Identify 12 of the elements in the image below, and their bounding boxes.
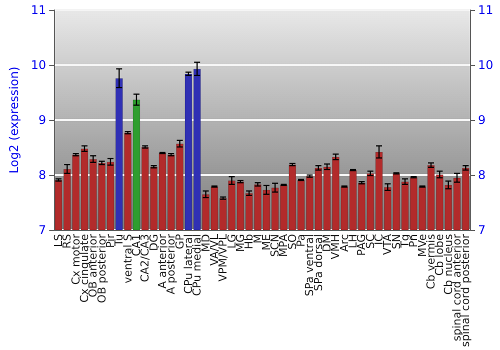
x-tick-label: A posterior (164, 234, 178, 294)
y-tick-label: 8 (38, 168, 46, 182)
y2-tick-label: 11 (478, 3, 494, 17)
y-tick-label: 7 (38, 223, 46, 238)
y2-tick-label: 8 (478, 168, 486, 182)
y2-tick-label: 9 (478, 113, 486, 128)
y-tick-label: 10 (30, 58, 46, 72)
y-tick-label: 11 (30, 3, 46, 17)
y2-tick-label: 10 (478, 58, 494, 72)
y-tick-label: 9 (38, 113, 46, 128)
y2-tick-label: 7 (478, 223, 486, 238)
y-axis-title: Log2 (expression) (7, 66, 21, 174)
